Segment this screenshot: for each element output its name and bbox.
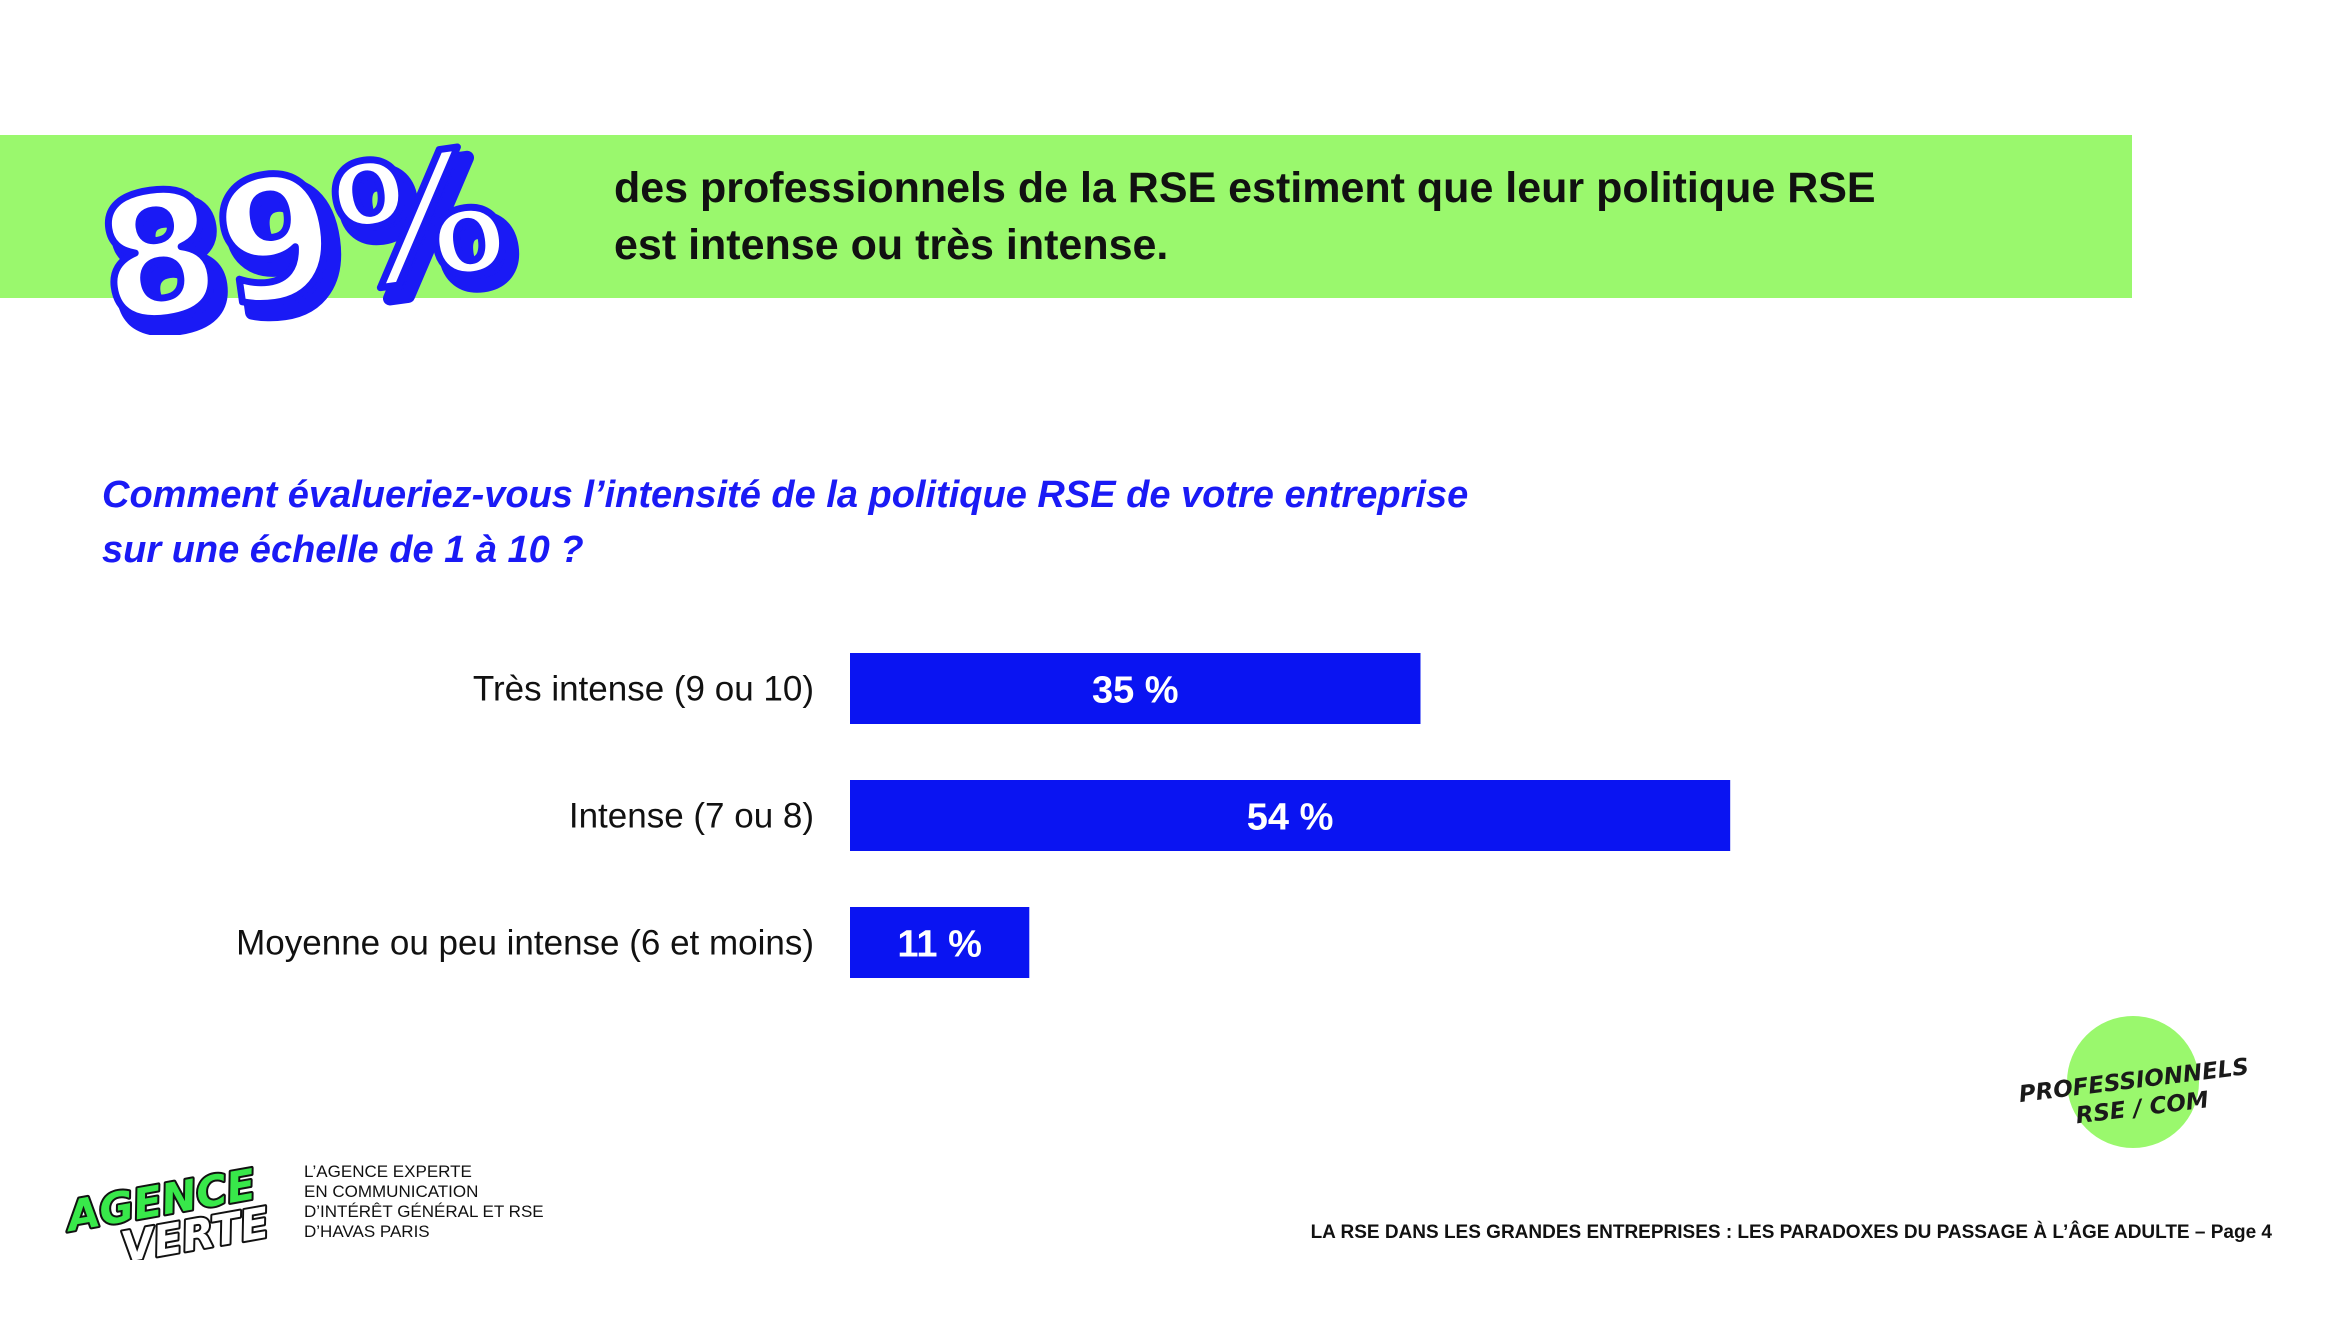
bar: [850, 653, 1421, 724]
badge-circle: [2067, 1016, 2199, 1148]
footer-page-title: LA RSE DANS LES GRANDES ENTREPRISES : LE…: [1310, 1222, 2272, 1243]
bar-value-label: 11 %: [897, 924, 982, 966]
headline-line-1: des professionnels de la RSE estiment qu…: [614, 164, 1876, 212]
agency-tagline: L’AGENCE EXPERTE EN COMMUNICATION D’INTÉ…: [304, 1162, 564, 1242]
category-label: Intense (7 ou 8): [569, 797, 814, 836]
survey-question: Comment évalueriez-vous l’intensité de l…: [102, 468, 1602, 578]
category-label: Très intense (9 ou 10): [473, 670, 814, 709]
bar-value-label: 35 %: [1092, 670, 1179, 712]
bar: [850, 907, 1030, 978]
bar-value-label: 54 %: [1247, 797, 1334, 839]
bar: [850, 780, 1731, 851]
tagline-line: D’INTÉRÊT GÉNÉRAL ET RSE: [304, 1202, 544, 1221]
agence-verte-logo: AGENCE VERTE: [58, 1160, 275, 1260]
stat-value: 89%: [87, 120, 518, 335]
category-label: Moyenne ou peu intense (6 et moins): [236, 924, 814, 963]
tagline-line: D’HAVAS PARIS: [304, 1222, 430, 1241]
big-stat-89-percent: 89% 89%: [84, 120, 535, 335]
headline: des professionnels de la RSE estiment qu…: [614, 160, 2014, 274]
question-line-1: Comment évalueriez-vous l’intensité de l…: [102, 474, 1469, 516]
bar-chart: Très intense (9 ou 10) 35 % Intense (7 ou …: [236, 653, 1731, 978]
tagline-line: L’AGENCE EXPERTE: [304, 1162, 472, 1181]
headline-line-2: est intense ou très intense.: [614, 221, 1169, 269]
professionnels-rse-com-badge: PROFESSIONNELS RSE / COM: [2017, 1016, 2250, 1148]
question-line-2: sur une échelle de 1 à 10 ?: [102, 529, 584, 571]
tagline-line: EN COMMUNICATION: [304, 1182, 479, 1201]
header-banner: [0, 135, 2132, 298]
